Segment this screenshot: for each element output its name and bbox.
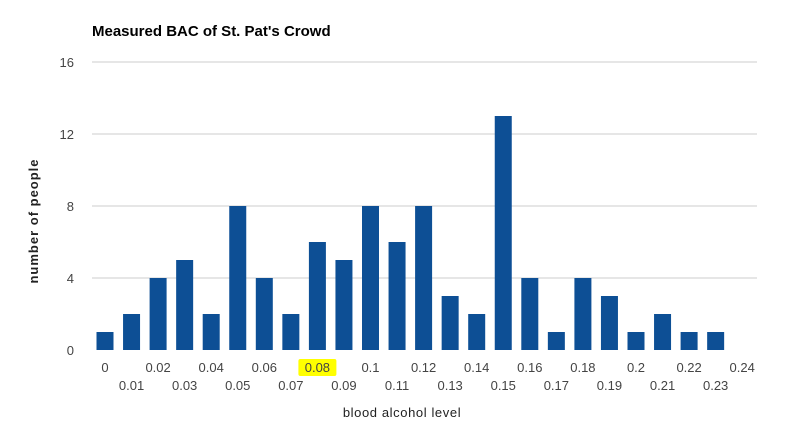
x-tick-label: 0.04: [199, 360, 224, 375]
bar: [149, 278, 167, 350]
x-tick-label: 0.14: [464, 360, 489, 375]
bar: [308, 242, 326, 350]
bar: [574, 278, 592, 350]
bar: [176, 260, 194, 350]
highlight-marker: [298, 359, 337, 376]
x-tick-labels: 0 0.010.020.030.040.050.060.070.080.09 0.1…: [101, 359, 755, 393]
y-tick-label: 12: [60, 127, 74, 142]
bar: [627, 332, 645, 350]
x-tick-label: 0: [101, 360, 108, 375]
x-tick-label: 0.06: [252, 360, 277, 375]
x-tick-label: 0.23: [703, 378, 728, 393]
x-tick-label: 0.15: [491, 378, 516, 393]
bar: [494, 116, 512, 350]
bar: [255, 278, 273, 350]
bar: [335, 260, 353, 350]
x-tick-label: 0.12: [411, 360, 436, 375]
bar: [468, 314, 486, 350]
chart-title: Measured BAC of St. Pat's Crowd: [92, 23, 331, 40]
bar: [96, 332, 114, 350]
y-tick-labels: 0 4 8 12 16: [60, 55, 74, 358]
y-tick-label: 8: [67, 199, 74, 214]
bar: [521, 278, 539, 350]
x-tick-label: 0.18: [570, 360, 595, 375]
y-tick-label: 16: [60, 55, 74, 70]
bar: [202, 314, 220, 350]
x-tick-label: 0.07: [278, 378, 303, 393]
x-tick-label: 0.03: [172, 378, 197, 393]
x-tick-label: 0.24: [730, 360, 755, 375]
bar: [388, 242, 406, 350]
bar: [547, 332, 565, 350]
bar: [441, 296, 459, 350]
x-tick-label: 0.1: [361, 360, 379, 375]
bar: [415, 206, 433, 350]
x-axis-label: blood alcohol level: [343, 405, 461, 420]
x-tick-label: 0.17: [544, 378, 569, 393]
x-tick-label: 0.09: [331, 378, 356, 393]
bars: [96, 116, 725, 350]
y-tick-label: 0: [67, 343, 74, 358]
y-tick-label: 4: [67, 271, 74, 286]
x-tick-label: 0.16: [517, 360, 542, 375]
bar: [707, 332, 725, 350]
x-tick-label: 0.21: [650, 378, 675, 393]
bar: [282, 314, 300, 350]
x-tick-label: 0.05: [225, 378, 250, 393]
x-tick-label: 0.19: [597, 378, 622, 393]
bar: [362, 206, 379, 350]
bar: [680, 332, 698, 350]
x-tick-label: 0.01: [119, 378, 144, 393]
x-tick-label: 0.13: [437, 378, 462, 393]
x-tick-label: 0.02: [145, 360, 170, 375]
x-tick-label: 0.08: [305, 360, 330, 375]
bar: [123, 314, 141, 350]
y-axis-label: number of people: [26, 158, 41, 283]
bar: [600, 296, 618, 350]
x-tick-label: 0.2: [627, 360, 645, 375]
x-tick-label: 0.11: [385, 378, 409, 393]
bar: [654, 314, 672, 350]
bar: [229, 206, 247, 350]
x-tick-label: 0.22: [676, 360, 701, 375]
